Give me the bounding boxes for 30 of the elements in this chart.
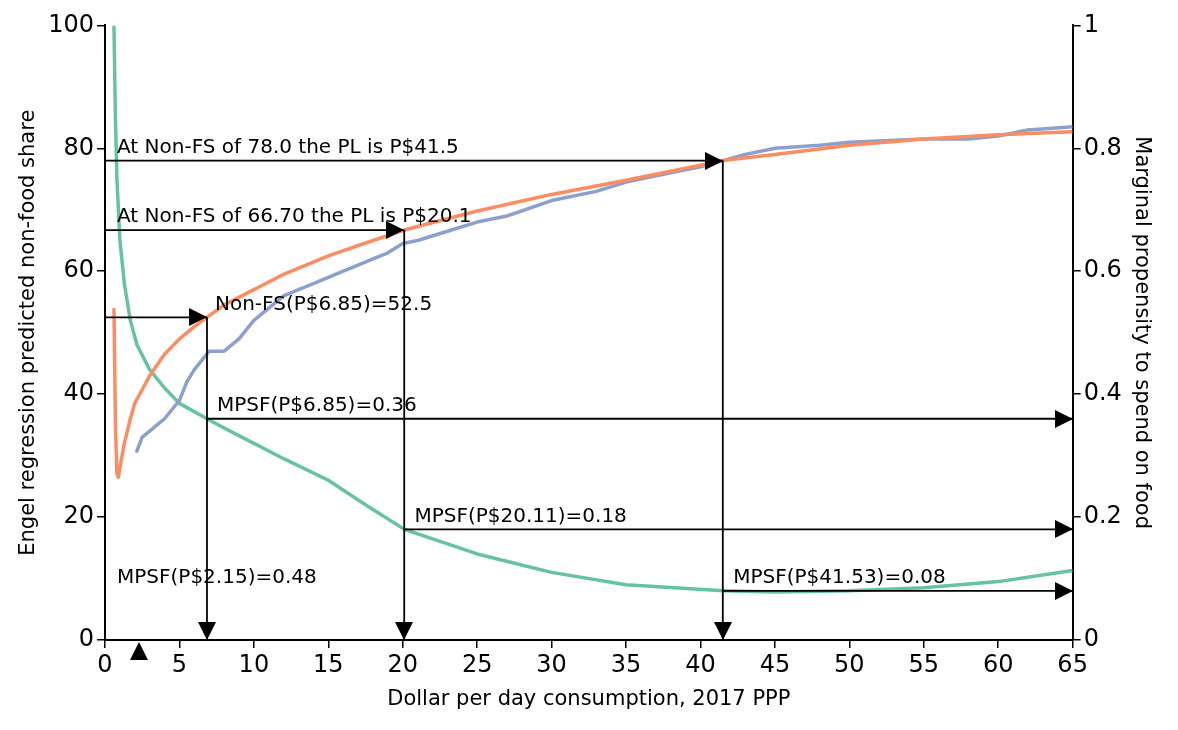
y-tick-label: 20 xyxy=(63,501,95,530)
y2-tick-label: 1 xyxy=(1083,9,1099,38)
y-tick-label: 80 xyxy=(63,132,95,161)
y2-tick-label: 0.6 xyxy=(1083,255,1122,284)
x-tick-label: 30 xyxy=(536,649,567,678)
ref-line-label: MPSF(P$41.53)=0.08 xyxy=(733,564,946,589)
y2-axis-title: Marginal propensity to spend on food xyxy=(1130,136,1155,530)
y2-tick-label: 0.4 xyxy=(1083,378,1122,407)
y-tick-label: 60 xyxy=(63,255,95,284)
y-tick-label: 0 xyxy=(78,624,95,653)
x-tick-label: 10 xyxy=(238,649,270,678)
x-axis-title: Dollar per day consumption, 2017 PPP xyxy=(387,685,791,710)
x-tick-label: 35 xyxy=(610,649,642,678)
x-tick-label: 50 xyxy=(834,649,865,678)
ref-line-label: MPSF(P$20.11)=0.18 xyxy=(414,502,627,527)
x-tick-label: 55 xyxy=(908,649,940,678)
x-tick-label: 5 xyxy=(171,649,188,678)
x-tick-label: 45 xyxy=(759,649,791,678)
annotation: At Non-FS of 78.0 the PL is P$41.5 xyxy=(117,133,459,158)
y-tick-label: 40 xyxy=(63,378,95,407)
x-tick-label: 25 xyxy=(461,649,493,678)
x-tick-label: 15 xyxy=(313,649,344,678)
x-tick-label: 40 xyxy=(685,649,716,678)
y2-tick-label: 0.2 xyxy=(1083,501,1122,530)
x-tick-label: 60 xyxy=(982,649,1014,678)
x-tick-label: 20 xyxy=(387,649,419,678)
y-tick-label: 100 xyxy=(48,9,95,38)
y2-tick-label: 0.8 xyxy=(1083,132,1122,161)
x-tick-label: 0 xyxy=(97,649,113,678)
y-axis-title: Engel regression predicted non-food share xyxy=(15,109,40,556)
